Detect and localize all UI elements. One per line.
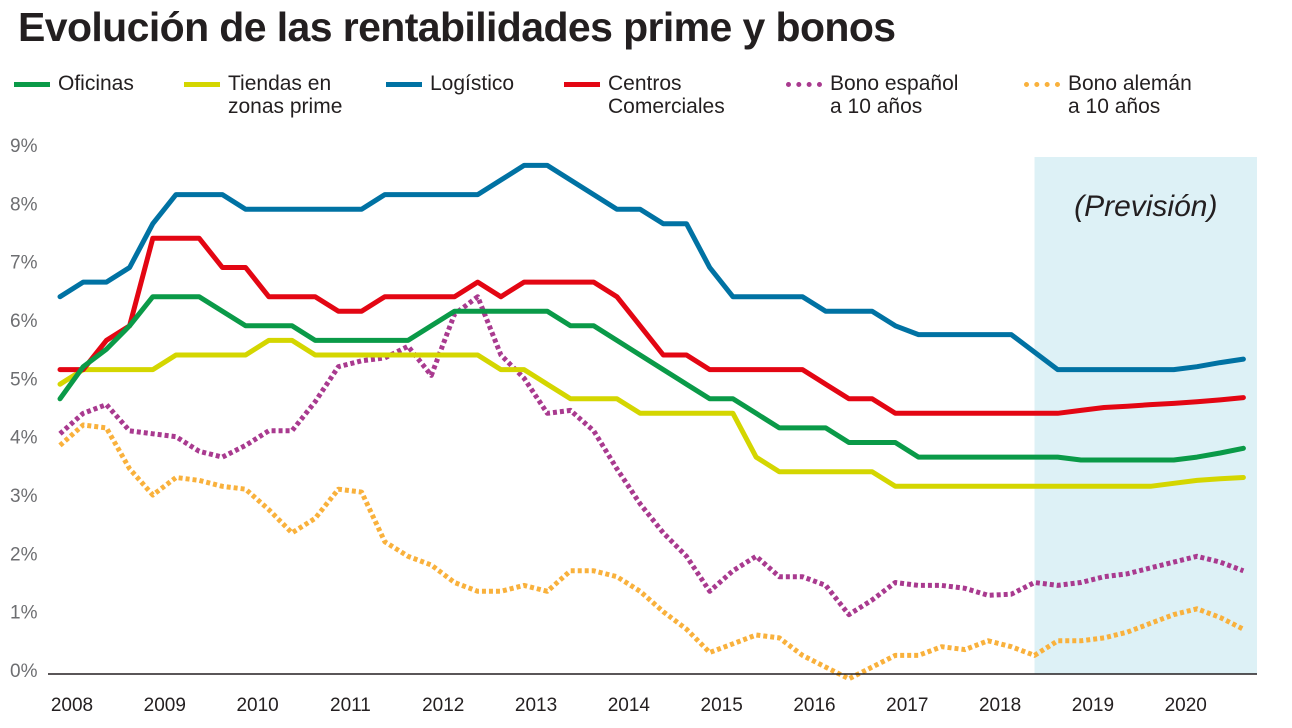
y-tick-label: 2% <box>10 544 38 565</box>
x-tick-label: 2011 <box>330 695 371 716</box>
y-tick-label: 3% <box>10 486 38 507</box>
legend-swatch-logistico <box>386 82 422 87</box>
y-tick-label: 4% <box>10 428 38 449</box>
series-layer <box>57 162 1246 682</box>
x-tick-label: 2010 <box>236 695 278 716</box>
y-tick-label: 1% <box>10 603 38 624</box>
x-tick-label: 2015 <box>701 695 743 716</box>
x-tick-label: 2008 <box>51 695 93 716</box>
series-line-4 <box>58 294 1245 618</box>
x-axis-ticks: 2008 2009 2010 2011 2012 2013 2014 2015 2016 2017… <box>51 695 1207 716</box>
y-axis-ticks: 0% 1% 2% 3% 4% 5% 6% 7% 8% 9% <box>10 136 38 682</box>
legend-label-logistico: Logístico <box>430 72 515 95</box>
chart-legend: Oficinas Tiendas en zonas prime Logístic… <box>14 72 1284 124</box>
series-line-3 <box>57 235 1246 416</box>
x-tick-label: 2019 <box>1072 695 1114 716</box>
legend-item-tiendas: Tiendas en zonas prime <box>184 72 342 118</box>
x-tick-label: 2018 <box>979 695 1021 716</box>
forecast-label: (Previsión) <box>1074 190 1217 223</box>
x-tick-label: 2014 <box>608 695 651 716</box>
legend-label-centros: Centros Comerciales <box>608 72 725 118</box>
series-line-2 <box>57 162 1246 373</box>
legend-label-oficinas: Oficinas <box>58 72 134 95</box>
series-line-1 <box>57 337 1246 489</box>
legend-label-tiendas: Tiendas en zonas prime <box>228 72 343 118</box>
legend-label-bono-aleman: Bono alemán a 10 años <box>1068 72 1192 118</box>
legend-item-oficinas: Oficinas <box>14 72 134 95</box>
series-line-0 <box>57 294 1246 463</box>
legend-swatch-bono-aleman <box>1024 82 1060 87</box>
legend-swatch-bono-espanol <box>786 82 822 87</box>
legend-swatch-tiendas <box>184 82 220 87</box>
legend-item-logistico: Logístico <box>386 72 514 95</box>
y-tick-label: 7% <box>10 253 38 274</box>
legend-swatch-oficinas <box>14 82 50 87</box>
x-tick-label: 2016 <box>793 695 835 716</box>
legend-swatch-centros <box>564 82 600 87</box>
y-tick-label: 9% <box>10 136 38 157</box>
x-tick-label: 2013 <box>515 695 557 716</box>
legend-label-bono-espanol: Bono español a 10 años <box>830 72 959 118</box>
x-tick-label: 2017 <box>886 695 928 716</box>
x-tick-label: 2020 <box>1165 695 1207 716</box>
legend-item-centros: Centros Comerciales <box>564 72 725 118</box>
y-tick-label: 8% <box>10 194 38 215</box>
chart-title: Evolución de las rentabilidades prime y … <box>18 4 896 50</box>
y-tick-label: 6% <box>10 311 38 332</box>
forecast-band <box>1034 157 1257 674</box>
y-tick-label: 0% <box>10 661 38 682</box>
y-tick-label: 5% <box>10 369 38 390</box>
x-tick-label: 2009 <box>144 695 186 716</box>
legend-item-bono-aleman: Bono alemán a 10 años <box>1024 72 1192 118</box>
legend-item-bono-espanol: Bono español a 10 años <box>786 72 958 118</box>
x-tick-label: 2012 <box>422 695 464 716</box>
